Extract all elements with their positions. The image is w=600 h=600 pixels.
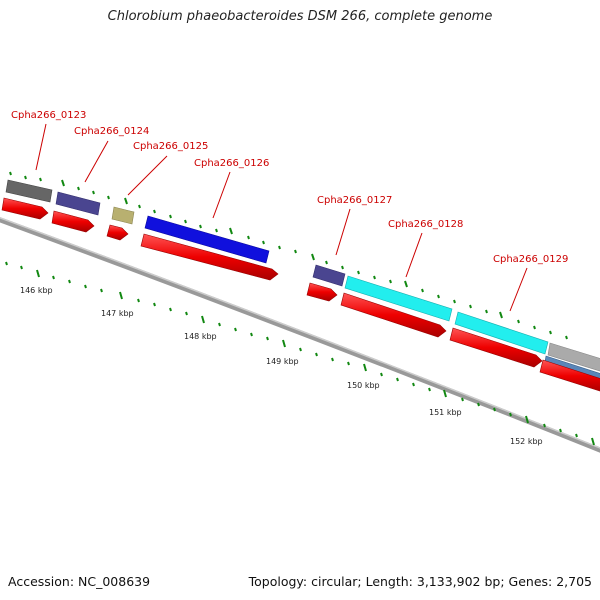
gene-features: [5, 179, 600, 386]
gene-box-cpha266-0123[interactable]: [5, 179, 53, 203]
cds-arrow-cpha266-0125[interactable]: [106, 224, 129, 241]
upper-ticks: [9, 171, 568, 340]
cds-arrow-cpha266-0124[interactable]: [51, 210, 95, 233]
gene-label-cpha266-0128: Cpha266_0128: [388, 219, 463, 230]
scale-labels: 146 kbp 147 kbp 148 kbp 149 kbp 150 kbp …: [20, 286, 543, 446]
cds-arrow-cpha266-0128[interactable]: [340, 292, 447, 338]
map-title: Chlorobium phaeobacteroides DSM 266, com…: [107, 9, 493, 24]
gene-box-next-1[interactable]: [547, 342, 600, 372]
cds-arrow-cpha266-0126[interactable]: [140, 233, 279, 281]
cds-arrow-cpha266-0123[interactable]: [1, 197, 49, 220]
label-leaders: [35, 123, 528, 312]
gene-label-cpha266-0125: Cpha266_0125: [133, 141, 208, 152]
cds-arrow-cpha266-0129[interactable]: [449, 327, 543, 368]
scale-label-151: 151 kbp: [429, 408, 462, 417]
genome-backbone: [0, 217, 600, 453]
scale-label-152: 152 kbp: [510, 437, 543, 446]
scale-label-150: 150 kbp: [347, 381, 380, 390]
cds-arrow-cpha266-0127[interactable]: [306, 282, 338, 302]
gene-label-cpha266-0129: Cpha266_0129: [493, 254, 568, 265]
cds-arrows: [1, 197, 600, 392]
gene-box-cpha266-0125[interactable]: [111, 206, 135, 225]
gene-box-cpha266-0124[interactable]: [55, 191, 101, 216]
gene-box-cpha266-0129[interactable]: [454, 311, 549, 355]
gene-box-cpha266-0128[interactable]: [344, 275, 453, 322]
scale-label-146: 146 kbp: [20, 286, 53, 295]
topology-text: Topology: circular; Length: 3,133,902 bp…: [248, 574, 592, 589]
scale-label-149: 149 kbp: [266, 357, 299, 366]
cds-arrow-next[interactable]: [539, 359, 600, 392]
gene-label-cpha266-0127: Cpha266_0127: [317, 195, 392, 206]
scale-label-147: 147 kbp: [101, 309, 134, 318]
gene-label-cpha266-0123: Cpha266_0123: [11, 110, 86, 121]
accession-text: Accession: NC_008639: [8, 574, 151, 589]
gene-label-cpha266-0124: Cpha266_0124: [74, 126, 149, 137]
gene-box-cpha266-0126[interactable]: [144, 215, 270, 264]
gene-box-cpha266-0127[interactable]: [312, 264, 346, 287]
gene-labels: Cpha266_0123 Cpha266_0124 Cpha266_0125 C…: [11, 110, 568, 265]
gene-label-cpha266-0126: Cpha266_0126: [194, 158, 269, 169]
lower-ticks: [5, 261, 595, 446]
scale-label-148: 148 kbp: [184, 332, 217, 341]
